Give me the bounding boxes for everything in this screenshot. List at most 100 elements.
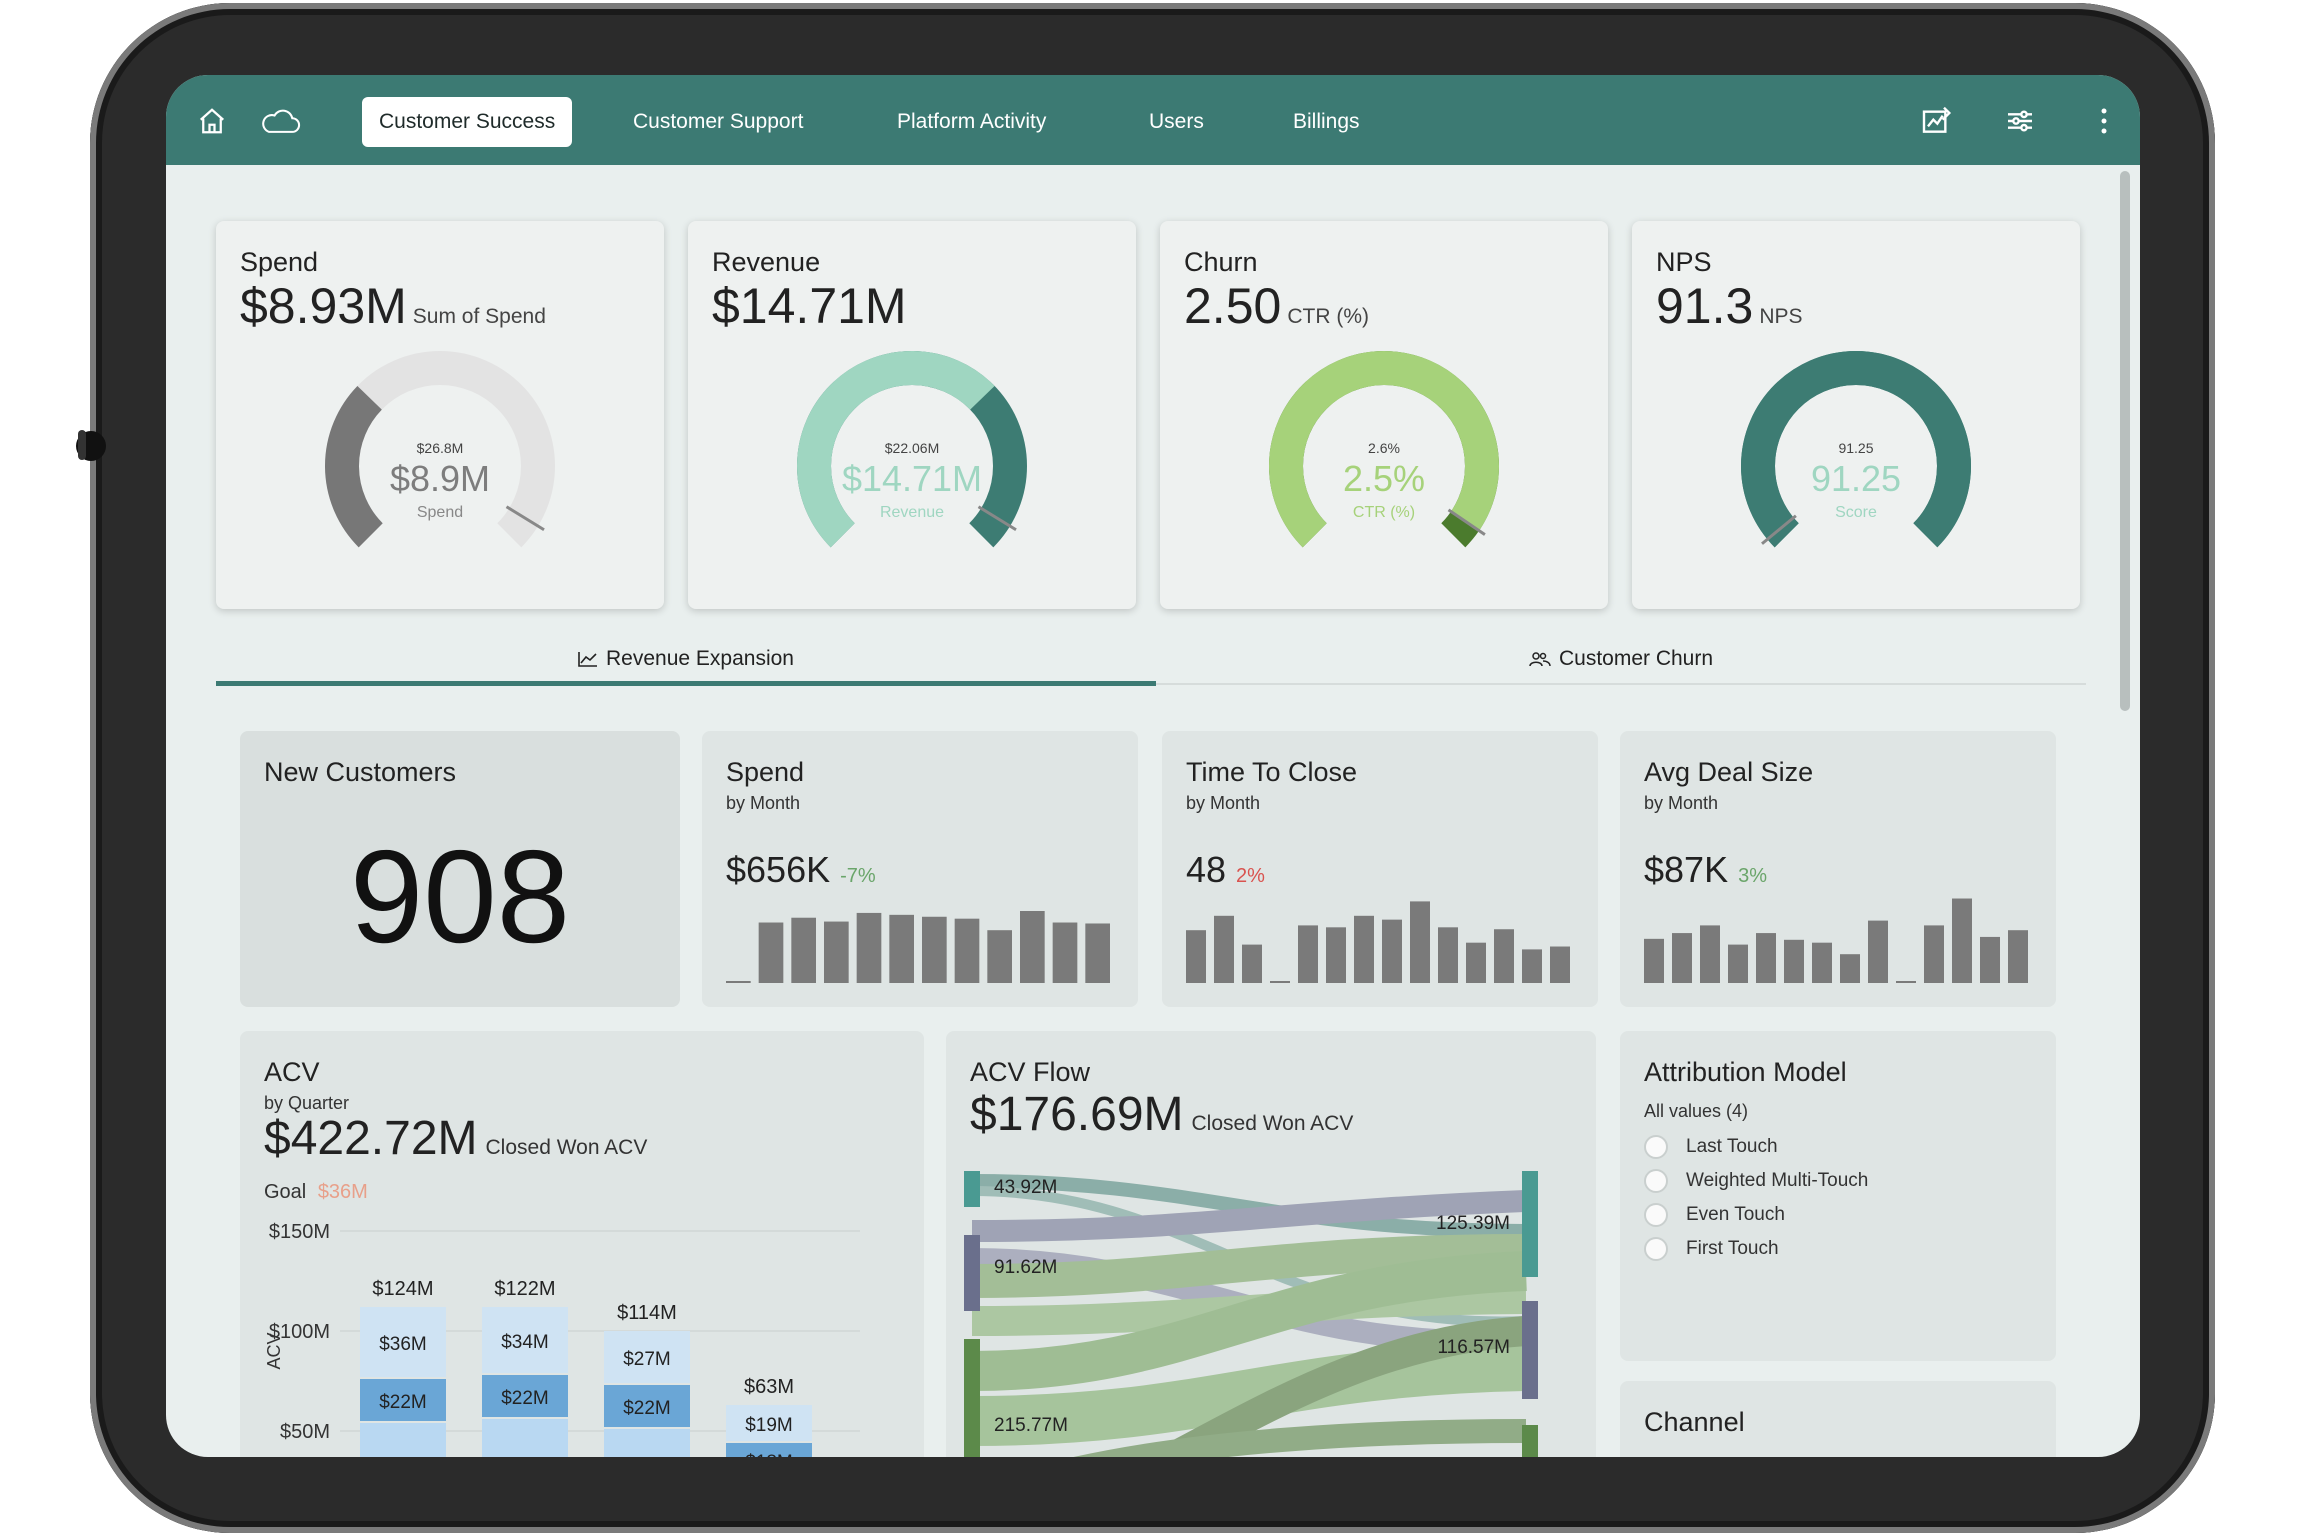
radio-button[interactable] <box>1644 1135 1668 1159</box>
tab-platform-activity[interactable]: Platform Activity <box>897 110 1047 133</box>
mini-chart-subtitle: by Month <box>1644 793 1719 813</box>
mini-chart-value: 48 2% <box>1186 849 1265 891</box>
acv-bar-segment[interactable] <box>482 1375 568 1417</box>
acv-bar-segment[interactable] <box>482 1419 568 1457</box>
mini-bar <box>1242 944 1262 983</box>
mini-value-number: 48 <box>1186 849 1227 890</box>
acv-subtitle: by Quarter <box>264 1093 350 1113</box>
y-axis-label: ACV <box>264 1332 284 1369</box>
mini-bar-chart <box>1644 898 2028 983</box>
acv-bar-segment[interactable] <box>482 1307 568 1373</box>
flow-link <box>971 1190 1527 1242</box>
gauge-fill <box>797 351 995 548</box>
kpi-card-spend[interactable]: Spend $8.93M Sum of Spend $26.8M $8.9M Spend <box>216 221 664 609</box>
acv-bar-segment[interactable] <box>604 1385 690 1427</box>
scroll-thumb[interactable] <box>2120 171 2130 711</box>
acv-segment-label: $18M <box>745 1452 793 1457</box>
gauge-caption: Score <box>1835 504 1877 521</box>
flow-right-label-2: 116.57M <box>1437 1337 1510 1358</box>
home-icon[interactable] <box>196 105 228 137</box>
acv-goal-value: $36M <box>317 1181 368 1203</box>
acv-value-number: $422.72M <box>264 1112 478 1165</box>
users-icon <box>1529 652 1551 667</box>
mini-bar <box>1085 923 1110 983</box>
mini-bar <box>1438 927 1458 983</box>
kpi-card-revenue[interactable]: Revenue $14.71M $22.06M $14.71M Revenue <box>688 221 1136 609</box>
acv-bar-segment[interactable] <box>726 1443 812 1457</box>
kpi-value: 2.50 CTR (%) <box>1184 277 1369 335</box>
kpi-value-number: 91.3 <box>1656 278 1754 334</box>
mini-bar <box>2008 930 2028 983</box>
acv-bar-segment[interactable] <box>604 1331 690 1383</box>
radio-button[interactable] <box>1644 1169 1668 1193</box>
mini-chart-time-to-close[interactable]: Time To Close by Month 48 2% <box>1162 731 1598 1007</box>
cloud-icon[interactable] <box>258 105 302 137</box>
flow-link <box>971 1234 1527 1298</box>
option-label: Even Touch <box>1686 1204 1785 1225</box>
acv-total-label: $114M <box>617 1302 677 1324</box>
radio-button[interactable] <box>1644 1203 1668 1227</box>
acv-value-sub: Closed Won ACV <box>485 1136 648 1159</box>
acv-segment-label: $34M <box>501 1332 549 1353</box>
kpi-value: $14.71M <box>712 277 913 335</box>
mini-bar <box>1550 946 1570 983</box>
acv-segment-label: $22M <box>623 1398 671 1419</box>
tab-customer-churn[interactable]: Customer Churn <box>1156 635 2086 683</box>
gauge-caption: Spend <box>417 504 463 521</box>
kpi-value: 91.3 NPS <box>1656 277 1803 335</box>
acv-bar-segment[interactable] <box>360 1307 446 1377</box>
radio-button[interactable] <box>1644 1237 1668 1261</box>
acv-segment-label: $22M <box>379 1392 427 1413</box>
gauge-target-marker <box>505 505 545 532</box>
mini-bar <box>922 916 947 983</box>
mini-bar <box>1052 922 1078 983</box>
mini-chart-title: Time To Close <box>1186 757 1358 787</box>
kpi-value-number: $8.93M <box>240 278 407 334</box>
kpi-card-nps[interactable]: NPS 91.3 NPS 91.25 91.25 Score <box>1632 221 2080 609</box>
flow-right-label-1: 125.39M <box>1436 1213 1510 1234</box>
mini-chart-spend[interactable]: Spend by Month $656K -7% <box>702 731 1138 1007</box>
tab-customer-success[interactable]: Customer Success <box>362 97 573 147</box>
attribution-option-even-touch[interactable]: Even Touch <box>1644 1203 1785 1227</box>
acv-bar-segment[interactable] <box>604 1429 690 1457</box>
kpi-value-sub: NPS <box>1759 305 1803 328</box>
scrollbar[interactable] <box>2120 171 2130 1451</box>
more-vertical-icon[interactable] <box>2088 105 2120 137</box>
acv-flow-value: $176.69M Closed Won ACV <box>970 1087 1353 1142</box>
mini-bar <box>1840 954 1860 983</box>
mini-bar <box>1410 901 1430 983</box>
side-button <box>78 430 86 460</box>
tab-users[interactable]: Users <box>1149 110 1204 133</box>
mini-bar <box>791 917 816 983</box>
mini-chart-avg-deal-size[interactable]: Avg Deal Size by Month $87K 3% <box>1620 731 2056 1007</box>
mini-bar <box>1522 949 1542 983</box>
gauge-target-marker <box>977 505 1017 532</box>
mini-bar <box>1270 981 1290 983</box>
kpi-gauge: 91.25 91.25 Score <box>1741 351 1971 548</box>
mini-bar <box>1644 938 1664 983</box>
mini-chart-subtitle: by Month <box>1186 793 1261 813</box>
acv-bar-segment[interactable] <box>360 1423 446 1457</box>
mini-bar <box>987 930 1012 983</box>
attribution-option-last-touch[interactable]: Last Touch <box>1644 1135 1778 1159</box>
mini-bar <box>1214 915 1234 983</box>
option-label: Last Touch <box>1686 1136 1778 1157</box>
mini-bar <box>856 912 882 983</box>
flow-link <box>971 1174 1527 1238</box>
kpi-card-churn[interactable]: Churn 2.50 CTR (%) 2.6% 2.5% CTR (%) <box>1160 221 1608 609</box>
sliders-icon[interactable] <box>2004 105 2036 137</box>
tab-customer-churn-label: Customer Churn <box>1558 647 1714 670</box>
kpi-gauge: 2.6% 2.5% CTR (%) <box>1269 351 1499 548</box>
flow-node-right <box>1522 1301 1538 1399</box>
attribution-option-weighted[interactable]: Weighted Multi-Touch <box>1644 1169 1868 1193</box>
acv-bar-segment[interactable] <box>726 1405 812 1441</box>
acv-bar-segment[interactable] <box>360 1379 446 1421</box>
attribution-option-first-touch[interactable]: First Touch <box>1644 1237 1779 1261</box>
chart-edit-icon[interactable] <box>1920 105 1952 137</box>
tab-customer-support[interactable]: Customer Support <box>633 110 804 133</box>
tab-revenue-expansion[interactable]: Revenue Expansion <box>216 635 1156 686</box>
kpi-gauge: $26.8M $8.9M Spend <box>325 351 555 548</box>
mini-bar <box>1868 920 1888 983</box>
tab-billings[interactable]: Billings <box>1293 110 1360 133</box>
mini-bar <box>1672 933 1692 983</box>
